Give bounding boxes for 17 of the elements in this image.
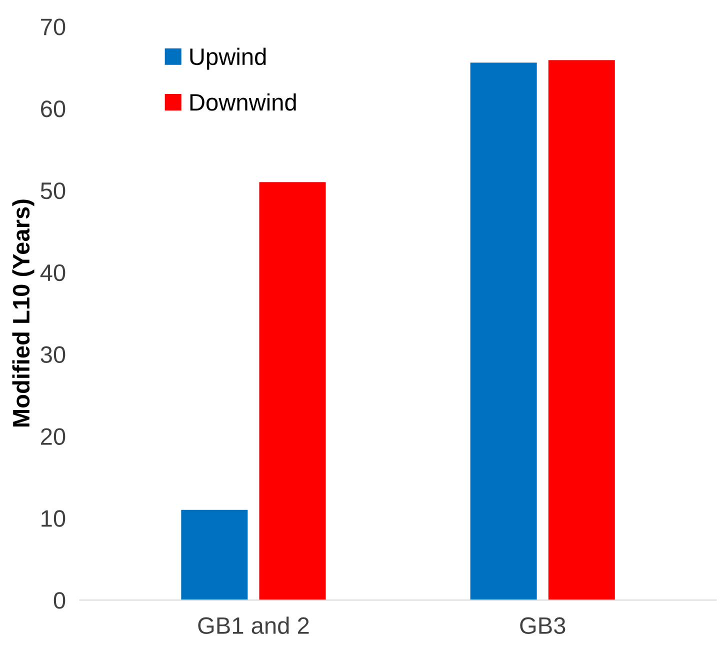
y-tick-label: 0 bbox=[54, 592, 66, 609]
legend-label: Upwind bbox=[190, 48, 266, 70]
bar bbox=[548, 60, 615, 600]
y-axis-title: Modified L10 (Years) bbox=[12, 200, 34, 426]
bar bbox=[181, 510, 248, 600]
y-tick-label: 50 bbox=[40, 182, 66, 200]
y-tick-label: 30 bbox=[40, 346, 66, 364]
x-tick-label: GB3 bbox=[520, 617, 566, 634]
y-tick-label: 40 bbox=[40, 264, 66, 282]
bar bbox=[259, 182, 326, 600]
legend-label: Downwind bbox=[190, 93, 296, 111]
bar bbox=[470, 62, 537, 600]
y-tick-label: 60 bbox=[41, 100, 66, 118]
y-tick-label: 20 bbox=[41, 428, 66, 445]
y-tick-label: 10 bbox=[42, 510, 66, 527]
x-tick-label: GB1 and 2 bbox=[198, 616, 309, 634]
y-tick-label: 70 bbox=[41, 18, 66, 36]
